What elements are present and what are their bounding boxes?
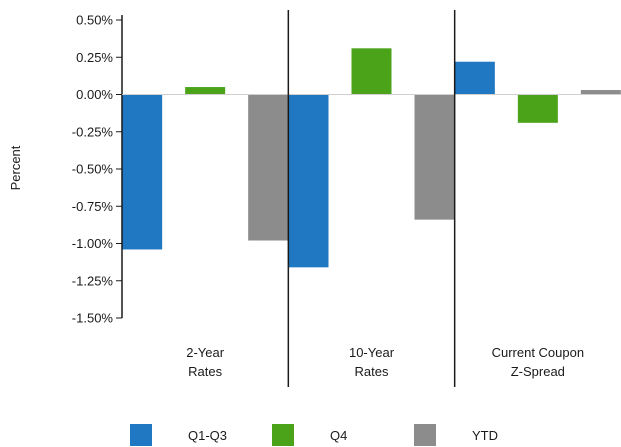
- y-axis-title: Percent: [8, 145, 23, 190]
- bar-q4: [185, 87, 226, 95]
- bar-q1-q3: [288, 94, 329, 268]
- category-label: Z-Spread: [511, 364, 565, 379]
- legend-swatch: [272, 424, 294, 446]
- legend: Q1-Q3 Q4 YTD: [130, 424, 498, 446]
- y-tick-label: -1.50%: [72, 311, 114, 326]
- y-tick-label: -0.25%: [72, 124, 114, 139]
- y-tick-label: -0.75%: [72, 199, 114, 214]
- y-tick-label: -1.25%: [72, 273, 114, 288]
- legend-label: YTD: [472, 428, 498, 443]
- category-label: Current Coupon: [492, 345, 585, 360]
- bar-ytd: [580, 90, 621, 95]
- category-label: Rates: [355, 364, 389, 379]
- bar-q4: [351, 48, 392, 95]
- category-labels: 2-Year Rates 10-Year Rates Current Coupon Z-S…: [186, 345, 584, 379]
- y-tick-label: 0.25%: [76, 50, 113, 65]
- legend-swatch: [414, 424, 436, 446]
- y-ticks: 0.50% 0.25% 0.00% -0.25% -0.50% -0.75% -1.00% -…: [72, 13, 122, 326]
- category-label: 2-Year: [186, 345, 224, 360]
- legend-swatch: [130, 424, 152, 446]
- bars: [122, 48, 621, 268]
- axes: [121, 10, 621, 387]
- legend-label: Q4: [330, 428, 347, 443]
- bar-q1-q3: [454, 61, 495, 95]
- y-tick-label: -1.00%: [72, 236, 114, 251]
- bar-q4: [517, 94, 558, 123]
- bar-q1-q3: [122, 94, 163, 250]
- y-tick-label: 0.00%: [76, 87, 113, 102]
- bar-ytd: [414, 94, 455, 220]
- category-label: Rates: [188, 364, 222, 379]
- category-label: 10-Year: [349, 345, 395, 360]
- y-tick-label: 0.50%: [76, 13, 113, 28]
- y-tick-label: -0.50%: [72, 162, 114, 177]
- bar-ytd: [248, 94, 289, 241]
- legend-label: Q1-Q3: [188, 428, 227, 443]
